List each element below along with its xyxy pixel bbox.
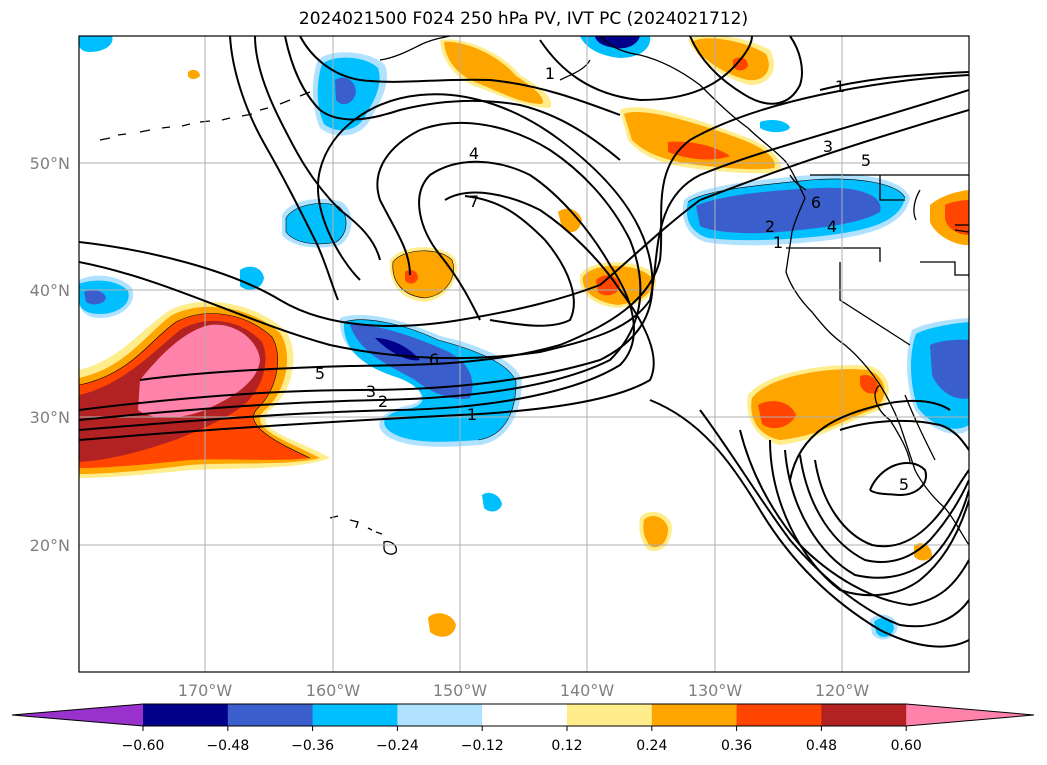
ivt-contours [79, 36, 969, 648]
contour-labels: 1 2 3 5 6 7 4 1 3 5 6 4 2 1 1 5 [315, 64, 909, 494]
contour-label: 6 [429, 350, 439, 369]
contour-label: 3 [823, 137, 833, 156]
colorbar-segment [397, 704, 483, 726]
colorbar-segment [567, 704, 653, 726]
latitude-labels: 50°N 40°N 30°N 20°N [30, 154, 70, 555]
contour-label: 5 [899, 475, 909, 494]
contour-label: 1 [835, 77, 845, 96]
contour-label: 3 [366, 382, 376, 401]
colorbar-tick-label: −0.48 [206, 738, 249, 754]
colorbar-tick-label: −0.36 [291, 738, 334, 754]
contour-label: 1 [773, 233, 783, 252]
contour-label: 4 [827, 217, 837, 236]
colorbar-segment [312, 704, 398, 726]
longitude-labels: 170°W 160°W 150°W 140°W 130°W 120°W [178, 681, 870, 700]
lat-label-50n: 50°N [30, 154, 70, 173]
colorbar-segment [651, 704, 738, 726]
contour-label: 4 [469, 144, 479, 163]
coastlines [99, 36, 969, 555]
gridlines [79, 36, 969, 672]
colorbar-tick-label: 0.48 [806, 738, 837, 754]
lon-label-120w: 120°W [815, 681, 870, 700]
contour-label: 7 [469, 192, 479, 211]
contour-label: 2 [378, 392, 388, 411]
lon-label-150w: 150°W [433, 681, 488, 700]
map-plot-area: 1 2 3 5 6 7 4 1 3 5 6 4 2 1 1 5 [79, 36, 969, 672]
contour-label: 1 [545, 64, 555, 83]
colorbar-tick-label: 0.24 [636, 738, 667, 754]
colorbar-extend-low [12, 704, 143, 726]
map-frame [78, 35, 970, 673]
colorbar-segment [821, 704, 907, 726]
colorbar-tick-label: −0.24 [376, 738, 419, 754]
lon-label-160w: 160°W [306, 681, 361, 700]
lat-label-30n: 30°N [30, 408, 70, 427]
lon-label-130w: 130°W [688, 681, 743, 700]
contour-label: 6 [811, 193, 821, 212]
colorbar-tick-label: −0.60 [122, 738, 165, 754]
map-title: 2024021500 F024 250 hPa PV, IVT PC (2024… [298, 9, 749, 29]
lon-label-170w: 170°W [178, 681, 233, 700]
colorbar: −0.60 −0.48 −0.36 −0.24 −0.12 0.12 0.24 0.36 0.4… [11, 703, 1035, 754]
colorbar-tick-label: −0.12 [461, 738, 504, 754]
colorbar-tick-label: 0.12 [551, 738, 582, 754]
colorbar-segment [482, 704, 568, 726]
contour-label: 5 [315, 364, 325, 383]
contour-label: 5 [861, 151, 871, 170]
colorbar-tick-label: 0.60 [891, 738, 922, 754]
lon-label-140w: 140°W [560, 681, 615, 700]
contour-label: 2 [765, 217, 775, 236]
colorbar-segment [227, 704, 314, 726]
contour-label: 1 [467, 405, 477, 424]
colorbar-tick-label: 0.36 [721, 738, 752, 754]
colorbar-segment [736, 704, 822, 726]
lat-label-40n: 40°N [30, 281, 70, 300]
colorbar-extend-high [906, 704, 1034, 726]
lat-label-20n: 20°N [30, 536, 70, 555]
colorbar-segment [143, 704, 229, 726]
